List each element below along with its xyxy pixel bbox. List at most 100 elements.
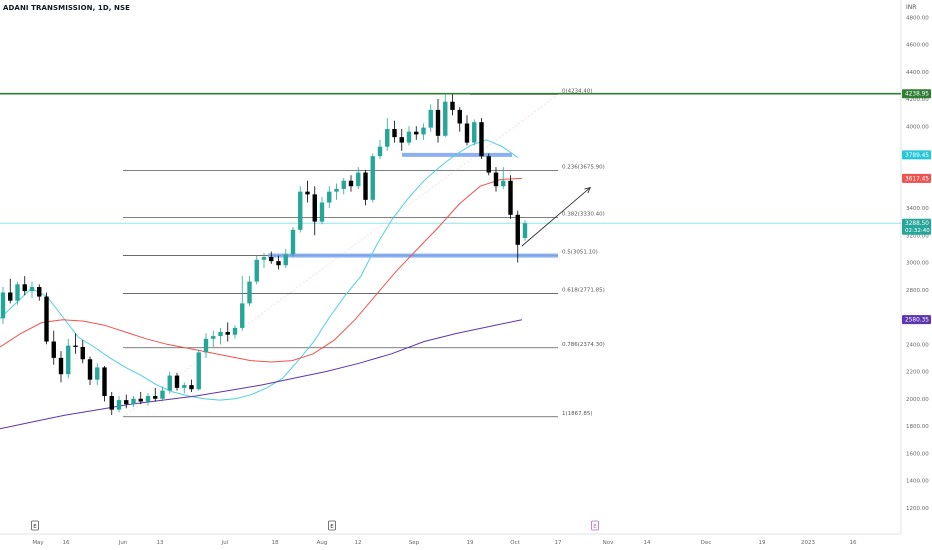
candle-body [58,357,64,375]
candle-body [363,172,368,200]
candle-body [232,327,238,335]
candle [472,119,477,146]
candle-body [377,146,383,157]
lower-zone [268,253,558,258]
candle [37,284,42,301]
candle [443,93,448,138]
candle [102,366,107,402]
price-tick-label: 1800.00 [906,424,929,430]
candle [22,276,27,296]
candle-body [428,109,433,128]
candle [247,276,252,307]
candle [196,349,201,391]
trend-arrow-head [584,186,592,194]
candle [160,386,165,402]
candle-body [261,257,267,260]
candle-body [298,191,303,230]
candle-body [479,122,484,157]
candle-body [269,257,274,262]
candle-body [145,396,151,402]
price-tick-label: 3000.00 [906,261,929,267]
candle-body [341,180,346,189]
candle [116,396,122,413]
time-tick-label: 17 [555,540,562,546]
upper-zone [402,152,512,157]
candle [312,186,317,236]
time-tick-label: 19 [759,540,766,546]
candle-body [305,191,310,195]
candle [182,382,187,394]
candle [80,340,85,364]
candle-body [327,191,332,203]
earnings-marker-label: E [33,524,37,530]
price-tick-label: 4800.00 [906,15,929,21]
candle [95,363,100,386]
candle-body [464,123,470,143]
candle-body [435,109,441,136]
candle-body [283,254,288,266]
price-label: 3789.45 [902,150,931,160]
candle-body [290,229,296,255]
candle [66,338,71,379]
candle-body [508,180,513,215]
time-tick-label: 18 [272,540,279,546]
candle-body [160,390,165,399]
fib-level-label: 0.786(2374.30) [562,342,605,348]
candle [406,126,412,146]
earnings-marker-box [591,520,599,531]
price-tick-label: 3400.00 [906,206,929,212]
fib-level-label: 0.618(2771.85) [562,288,605,294]
moving-average-line [0,177,523,363]
candle [44,292,49,345]
candle [348,175,354,192]
fibonacci-retracement: 0(4234.40) 0.236(3675.90) 0.382(3330.40) 0.… [122,88,605,418]
candle-body [153,396,158,399]
time-tick-label: Aug [317,540,328,546]
candle [131,396,136,407]
candle [254,255,259,285]
time-tick-label: Jun [118,540,128,546]
candle-body [66,345,71,375]
candle-body [312,194,317,222]
price-label-box [902,218,931,235]
candle-body [80,346,85,360]
candle-body [8,292,13,301]
time-tick-label: 19 [467,540,474,546]
candle [377,139,383,159]
price-tick-label: 4400.00 [906,70,929,76]
candle [457,107,462,132]
candle [508,175,513,219]
candle [327,186,332,208]
earnings-marker: E [591,520,599,531]
candle-body [182,385,187,388]
candle-body [0,292,6,319]
candle [29,281,35,298]
chart-title: ADANI TRANSMISSION, 1D, NSE [3,4,131,12]
candle-body [319,202,325,222]
fib-level-label: 0.5(3051.10) [562,250,598,256]
candle [334,183,339,200]
candle-body [211,336,216,339]
price-label: 2580.35 [902,315,931,325]
candle [356,167,361,189]
candle [8,278,13,304]
candle-body [348,180,354,187]
fib-level-label: 0(4234.40) [562,88,593,94]
candle-body [356,172,361,187]
candle-body [102,367,107,397]
candle-body [414,131,419,135]
candle-body [522,223,528,238]
candle [515,210,520,263]
candle-body [124,400,129,405]
candle [240,276,245,331]
candle-body [450,101,455,110]
candle [479,118,484,159]
candle [363,169,368,206]
earnings-marker-box [328,520,336,531]
candle-body [95,367,100,380]
candle [58,351,64,383]
